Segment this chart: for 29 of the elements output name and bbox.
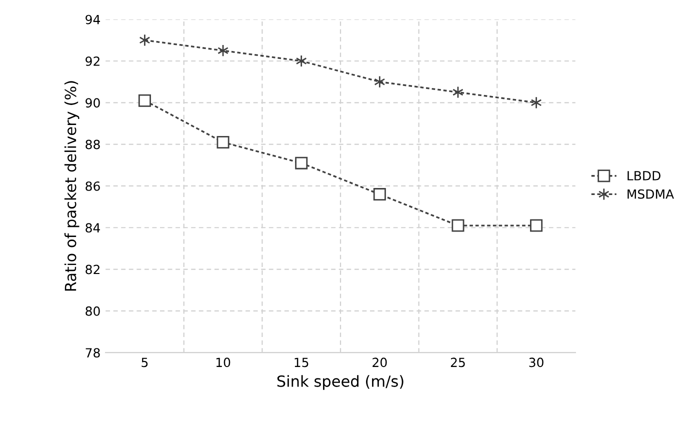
point [530, 96, 542, 109]
y-tick-label: 92 [86, 56, 100, 66]
point [452, 219, 464, 232]
x-tick-label: 25 [450, 358, 465, 368]
point [295, 156, 308, 170]
point [138, 94, 151, 107]
y-tick-label: 86 [86, 181, 100, 191]
legend-label: LBDD [628, 171, 660, 180]
y-tick-label: 78 [86, 348, 100, 358]
legend-label: MSDMA [628, 189, 674, 199]
point [216, 136, 230, 148]
x-tick-label: 5 [142, 358, 148, 368]
y-axis-title: Ratio of packet delivery (%) [64, 81, 80, 291]
y-tick-label: 82 [86, 264, 100, 274]
y-tick-label: 84 [86, 223, 100, 233]
x-tick-label: 20 [372, 358, 387, 368]
point [530, 219, 543, 232]
y-tick-label: 80 [86, 306, 100, 316]
point [374, 76, 386, 88]
x-tick-label: 15 [294, 358, 308, 368]
point [373, 188, 386, 201]
y-tick-label: 90 [86, 98, 100, 108]
x-tick-label: 30 [529, 358, 544, 368]
x-tick-label: 10 [216, 358, 230, 368]
y-tick-label: 94 [86, 14, 100, 24]
point [139, 34, 150, 46]
x-axis-title: Sink speed (m/s) [277, 375, 404, 390]
y-tick-label: 88 [86, 140, 100, 150]
point [296, 54, 307, 68]
